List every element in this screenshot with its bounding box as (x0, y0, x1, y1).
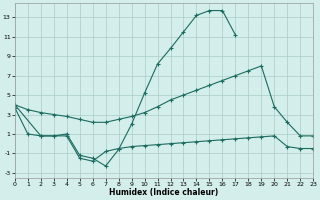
X-axis label: Humidex (Indice chaleur): Humidex (Indice chaleur) (109, 188, 219, 197)
